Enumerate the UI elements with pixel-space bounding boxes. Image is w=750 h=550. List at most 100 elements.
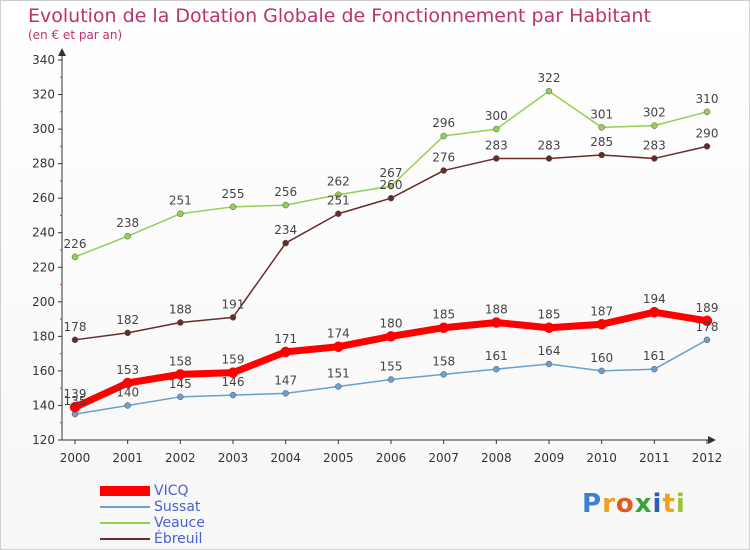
data-point <box>703 143 711 150</box>
data-label: 283 <box>643 138 666 152</box>
legend-swatch <box>100 505 150 509</box>
data-point <box>69 401 81 413</box>
legend-swatch <box>100 486 150 496</box>
data-label: 185 <box>538 308 561 322</box>
data-label: 164 <box>538 344 561 358</box>
data-point <box>703 108 711 116</box>
data-label: 260 <box>380 178 403 192</box>
data-label: 171 <box>274 332 297 346</box>
y-tick-label: 160 <box>32 364 55 378</box>
data-label: 147 <box>274 373 297 387</box>
data-label: 158 <box>432 354 455 368</box>
data-point <box>177 319 184 326</box>
data-label: 251 <box>327 194 350 208</box>
data-point <box>493 365 500 373</box>
data-label: 158 <box>169 354 192 368</box>
data-label: 180 <box>380 316 403 330</box>
data-point <box>493 125 500 133</box>
data-point <box>71 253 79 261</box>
data-point <box>387 182 395 190</box>
data-point <box>493 155 500 162</box>
data-label: 145 <box>169 377 192 391</box>
data-label: 140 <box>116 385 139 399</box>
data-label: 187 <box>590 304 613 318</box>
legend-item: Veauce <box>100 515 205 531</box>
data-point <box>651 122 658 129</box>
x-tick-label: 2009 <box>534 451 565 465</box>
x-axis-arrow <box>708 436 716 444</box>
data-point <box>335 210 342 217</box>
data-label: 262 <box>327 175 350 189</box>
chart-legend: VICQ Sussat Veauce Ébreuil <box>100 483 205 547</box>
data-point <box>545 155 553 162</box>
data-label: 135 <box>64 394 87 408</box>
legend-label: Veauce <box>154 515 205 531</box>
data-label: 161 <box>485 349 508 363</box>
x-tick-label: 2007 <box>428 451 459 465</box>
y-tick-label: 120 <box>32 433 55 447</box>
data-label: 178 <box>696 320 719 334</box>
logo-letter: r <box>602 489 616 519</box>
data-label: 276 <box>432 151 455 165</box>
data-point <box>438 322 449 333</box>
legend-label: Ébreuil <box>154 531 203 547</box>
x-tick-label: 2011 <box>639 451 670 465</box>
data-point <box>598 124 605 131</box>
data-point <box>387 376 395 383</box>
data-label: 302 <box>643 106 666 120</box>
data-point <box>440 167 447 174</box>
data-point <box>387 194 395 202</box>
logo-letter: o <box>615 489 635 519</box>
data-point <box>177 393 184 401</box>
data-point <box>333 341 344 352</box>
data-label: 285 <box>590 135 613 149</box>
x-tick-label: 2006 <box>376 451 407 465</box>
chart-series <box>69 87 713 418</box>
data-label: 188 <box>169 303 192 317</box>
data-label: 251 <box>169 194 192 208</box>
data-point <box>124 402 131 409</box>
y-tick-label: 300 <box>32 122 55 136</box>
data-point <box>598 367 605 375</box>
data-label: 160 <box>590 351 613 365</box>
data-point <box>229 203 237 211</box>
x-tick-label: 2004 <box>270 451 301 465</box>
data-point <box>282 390 289 397</box>
y-tick-label: 280 <box>32 157 55 171</box>
data-point <box>71 336 79 344</box>
data-point <box>282 239 289 247</box>
data-label: 322 <box>538 71 561 85</box>
y-tick-label: 320 <box>32 88 55 102</box>
logo-letter: P <box>582 489 603 519</box>
x-tick-label: 2003 <box>218 451 249 465</box>
legend-label: VICQ <box>154 483 189 499</box>
data-label: 155 <box>380 360 403 374</box>
data-point <box>545 87 553 95</box>
x-tick-label: 2000 <box>60 451 91 465</box>
data-label: 194 <box>643 292 666 306</box>
x-tick-label: 2001 <box>112 451 143 465</box>
chart-data-labels: 226 238 251 255 256 262 267 296 300 322 301 302 310 1… <box>64 71 719 408</box>
data-label: 139 <box>64 387 87 401</box>
x-tick-label: 2010 <box>586 451 617 465</box>
y-tick-label: 340 <box>32 53 55 67</box>
data-label: 159 <box>222 353 245 367</box>
data-label: 296 <box>432 116 455 130</box>
y-tick-label: 200 <box>32 295 55 309</box>
data-point <box>545 360 553 368</box>
y-tick-label: 220 <box>32 260 55 274</box>
chart-title: Evolution de la Dotation Globale de Fonc… <box>28 5 651 27</box>
data-label: 174 <box>327 327 350 341</box>
x-tick-label: 2008 <box>481 451 512 465</box>
data-label: 188 <box>485 303 508 317</box>
y-tick-label: 260 <box>32 191 55 205</box>
y-axis-arrow <box>58 48 66 56</box>
data-point <box>651 155 658 162</box>
logo-letter: i <box>675 489 686 519</box>
data-point <box>229 314 237 321</box>
data-point <box>385 331 397 342</box>
proxiti-logo: Proxiti <box>582 489 686 519</box>
data-point <box>122 377 133 389</box>
data-label: 178 <box>64 320 87 334</box>
data-point <box>280 346 291 358</box>
